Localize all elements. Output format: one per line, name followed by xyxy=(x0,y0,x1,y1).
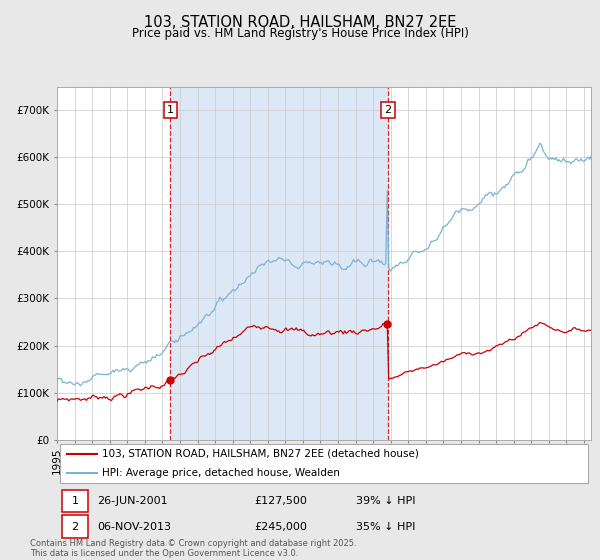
Text: 06-NOV-2013: 06-NOV-2013 xyxy=(97,521,171,531)
Text: Contains HM Land Registry data © Crown copyright and database right 2025.
This d: Contains HM Land Registry data © Crown c… xyxy=(30,539,356,558)
Text: 2: 2 xyxy=(71,521,79,531)
Text: £245,000: £245,000 xyxy=(254,521,307,531)
FancyBboxPatch shape xyxy=(62,515,88,538)
Text: 39% ↓ HPI: 39% ↓ HPI xyxy=(356,496,416,506)
FancyBboxPatch shape xyxy=(59,444,589,483)
Bar xyxy=(170,87,388,440)
Text: 1: 1 xyxy=(71,496,79,506)
Text: 2: 2 xyxy=(385,105,392,115)
Text: Price paid vs. HM Land Registry's House Price Index (HPI): Price paid vs. HM Land Registry's House … xyxy=(131,27,469,40)
FancyBboxPatch shape xyxy=(62,490,88,512)
Text: 103, STATION ROAD, HAILSHAM, BN27 2EE: 103, STATION ROAD, HAILSHAM, BN27 2EE xyxy=(144,15,456,30)
Text: 1: 1 xyxy=(167,105,174,115)
Text: 35% ↓ HPI: 35% ↓ HPI xyxy=(356,521,415,531)
Text: £127,500: £127,500 xyxy=(254,496,307,506)
Text: HPI: Average price, detached house, Wealden: HPI: Average price, detached house, Weal… xyxy=(103,468,340,478)
Text: 103, STATION ROAD, HAILSHAM, BN27 2EE (detached house): 103, STATION ROAD, HAILSHAM, BN27 2EE (d… xyxy=(103,449,419,459)
Text: 26-JUN-2001: 26-JUN-2001 xyxy=(97,496,167,506)
